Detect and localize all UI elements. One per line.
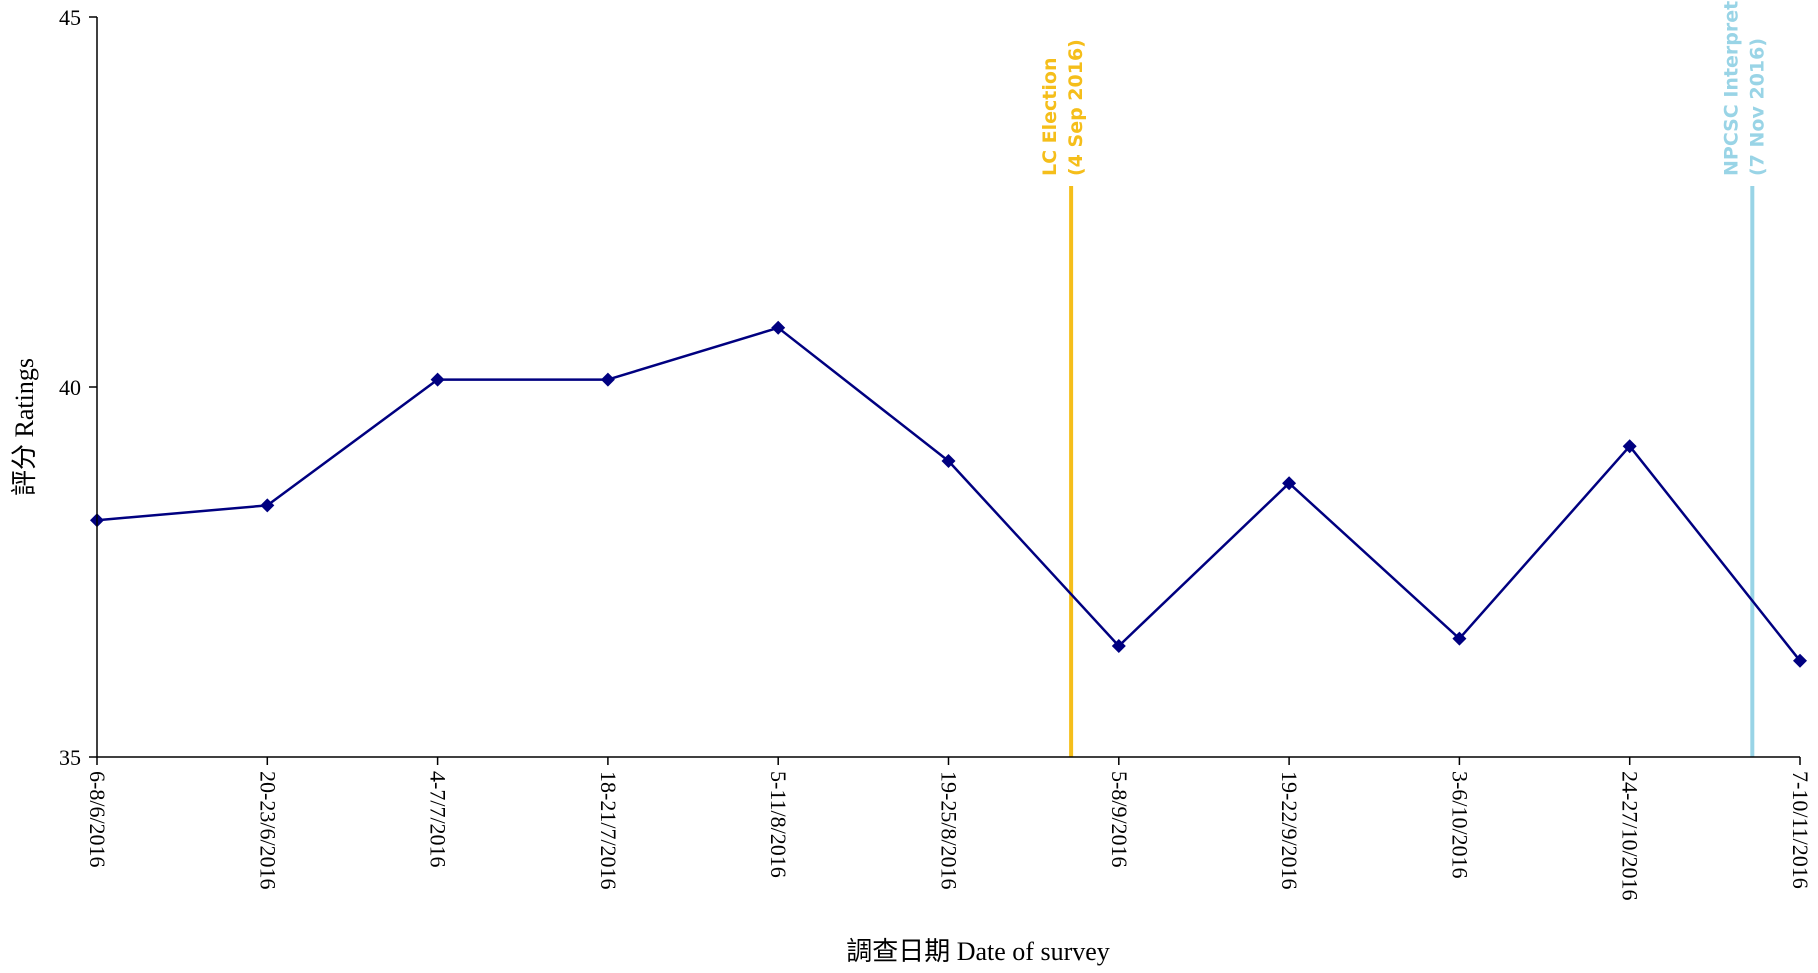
x-tick-label: 18-21/7/2016 [596, 771, 621, 890]
x-tick-label: 7-10/11/2016 [1788, 771, 1813, 889]
data-point [430, 372, 445, 387]
x-tick-label: 19-22/9/2016 [1277, 771, 1302, 890]
x-tick-label: 4-7/7/2016 [426, 771, 451, 868]
y-ticks: 35 40 45 [59, 5, 97, 770]
x-tick-label: 20-23/6/2016 [255, 771, 280, 890]
y-tick-label: 40 [59, 375, 81, 400]
x-tick-label: 6-8/6/2016 [85, 771, 110, 868]
event-label-line1: NPCSC Interpretation [1720, 0, 1742, 176]
data-point [771, 320, 786, 335]
series-layer [90, 320, 1807, 668]
data-point [1282, 476, 1297, 491]
series-line [96, 326, 1801, 662]
data-point [1452, 631, 1467, 646]
data-point [1793, 653, 1807, 668]
data-point [941, 454, 956, 468]
x-ticks: 6-8/6/2016 20-23/6/2016 4-7/7/2016 18-21/7/… [85, 757, 1813, 901]
axes [96, 17, 1800, 758]
data-point [1111, 639, 1126, 653]
data-point [1622, 439, 1637, 454]
x-tick-label: 3-6/10/2016 [1447, 771, 1472, 879]
x-tick-label: 19-25/8/2016 [937, 771, 962, 890]
event-label: NPCSC Interpretation (7 Nov 2016) [1720, 0, 1768, 176]
event-label: LC Election (4 Sep 2016) [1039, 39, 1087, 176]
x-tick-label: 5-11/8/2016 [766, 771, 791, 878]
y-axis-title: 評分 Ratings [10, 358, 39, 496]
event-label-line2: (4 Sep 2016) [1065, 39, 1087, 176]
data-point [600, 372, 615, 387]
y-tick-label: 35 [59, 745, 81, 770]
x-tick-label: 24-27/10/2016 [1618, 771, 1643, 901]
event-label-line2: (7 Nov 2016) [1746, 38, 1768, 176]
data-point [260, 498, 275, 513]
x-axis-title: 調查日期 Date of survey [846, 937, 1110, 966]
x-tick-label: 5-8/9/2016 [1107, 771, 1132, 868]
event-lines: LC Election (4 Sep 2016) NPCSC Interpretat… [1039, 0, 1768, 757]
event-label-line1: LC Election [1039, 58, 1061, 176]
y-tick-label: 45 [59, 5, 81, 30]
